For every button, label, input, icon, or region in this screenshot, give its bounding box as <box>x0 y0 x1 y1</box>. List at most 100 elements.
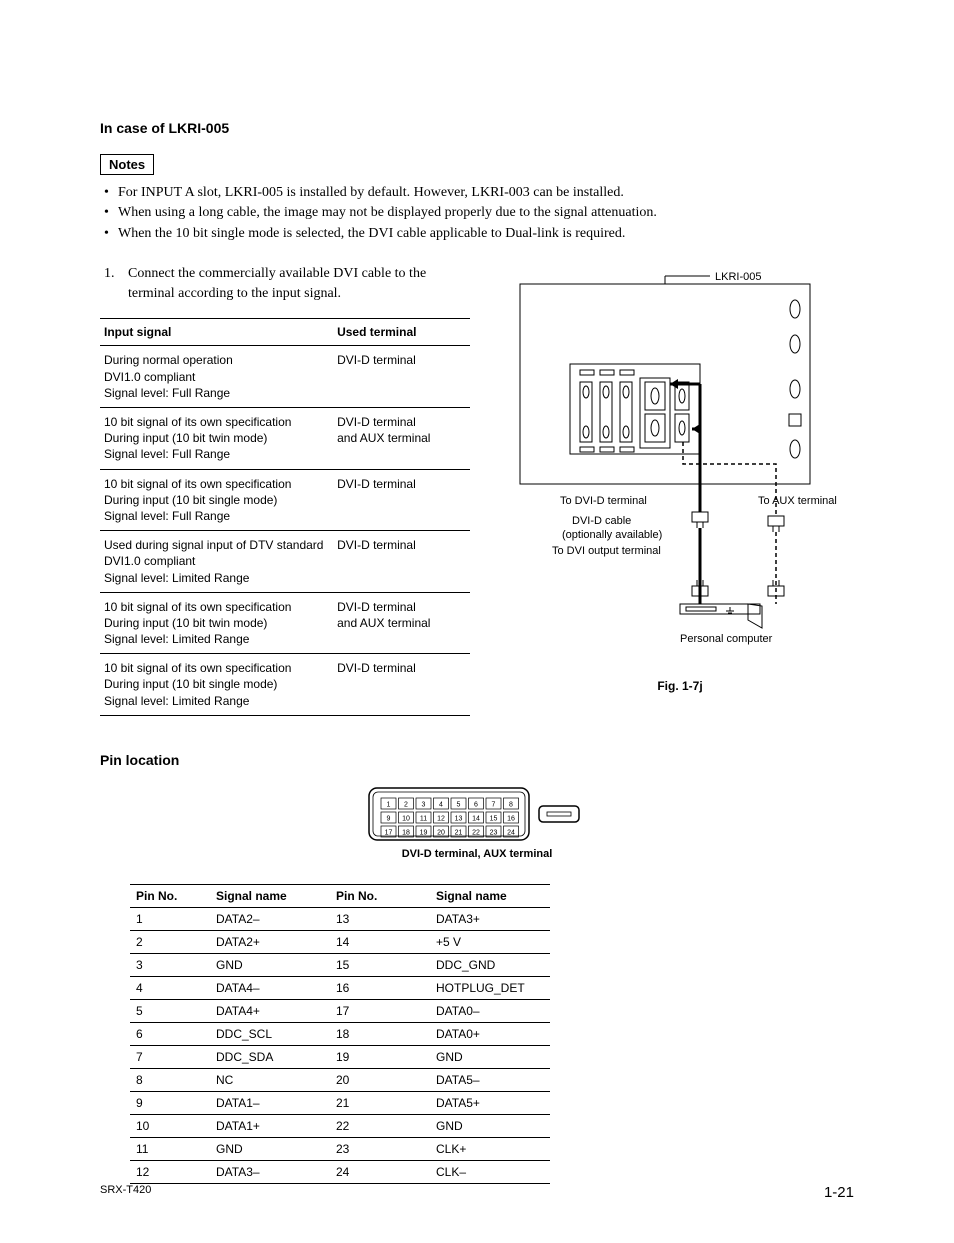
table-cell: 7 <box>130 1045 210 1068</box>
table-cell: 16 <box>330 976 430 999</box>
table-cell: DATA3+ <box>430 907 550 930</box>
table-cell: HOTPLUG_DET <box>430 976 550 999</box>
table-cell: DVI-D terminal <box>333 654 470 716</box>
diagram-to-aux-label: To AUX terminal <box>758 495 837 507</box>
notes-list: •For INPUT A slot, LKRI-005 is installed… <box>104 183 854 244</box>
step-text: Connect the commercially available DVI c… <box>128 264 470 305</box>
svg-text:8: 8 <box>509 801 513 808</box>
dvi-connector-diagram: 123456789101112131415161718192021222324 <box>100 786 854 842</box>
table-cell: DDC_GND <box>430 953 550 976</box>
table-cell: CLK+ <box>430 1137 550 1160</box>
table-cell: 10 bit signal of its own specificationDu… <box>100 408 333 470</box>
th-pin-no: Pin No. <box>130 884 210 907</box>
table-cell: DVI-D terminal <box>333 531 470 593</box>
th-pin-no: Pin No. <box>330 884 430 907</box>
table-cell: DATA3– <box>210 1160 330 1183</box>
svg-text:18: 18 <box>402 829 410 836</box>
pin-table: Pin No. Signal name Pin No. Signal name … <box>130 884 550 1184</box>
svg-text:16: 16 <box>507 815 515 822</box>
table-cell: DATA1– <box>210 1091 330 1114</box>
input-signal-table: Input signal Used terminal During normal… <box>100 318 470 715</box>
svg-text:14: 14 <box>472 815 480 822</box>
pin-location-heading: Pin location <box>100 752 854 768</box>
table-cell: 20 <box>330 1068 430 1091</box>
table-cell: DDC_SCL <box>210 1022 330 1045</box>
svg-text:2: 2 <box>404 801 408 808</box>
table-cell: 5 <box>130 999 210 1022</box>
svg-text:17: 17 <box>385 829 393 836</box>
table-cell: DVI-D terminal <box>333 469 470 531</box>
svg-text:6: 6 <box>474 801 478 808</box>
table-cell: 3 <box>130 953 210 976</box>
step-number: 1. <box>104 264 128 305</box>
table-cell: 2 <box>130 930 210 953</box>
svg-text:21: 21 <box>455 829 463 836</box>
table-cell: During normal operationDVI1.0 compliantS… <box>100 346 333 408</box>
table-cell: 13 <box>330 907 430 930</box>
table-cell: 10 <box>130 1114 210 1137</box>
svg-text:4: 4 <box>439 801 443 808</box>
table-cell: 23 <box>330 1137 430 1160</box>
table-cell: DDC_SDA <box>210 1045 330 1068</box>
table-cell: 10 bit signal of its own specificationDu… <box>100 592 333 654</box>
note-text: When the 10 bit single mode is selected,… <box>118 224 625 244</box>
svg-text:1: 1 <box>387 801 391 808</box>
table-cell: DATA4+ <box>210 999 330 1022</box>
table-cell: 8 <box>130 1068 210 1091</box>
table-cell: 19 <box>330 1045 430 1068</box>
svg-text:5: 5 <box>457 801 461 808</box>
notes-label: Notes <box>100 154 154 175</box>
table-cell: DATA5+ <box>430 1091 550 1114</box>
svg-text:9: 9 <box>387 815 391 822</box>
svg-text:22: 22 <box>472 829 480 836</box>
table-cell: 12 <box>130 1160 210 1183</box>
diagram-to-dvid-label: To DVI-D terminal <box>560 495 647 507</box>
table-cell: GND <box>430 1114 550 1137</box>
table-cell: DATA0– <box>430 999 550 1022</box>
svg-text:12: 12 <box>437 815 445 822</box>
diagram-optional-label: (optionally available) <box>562 529 662 541</box>
th-signal-name: Signal name <box>210 884 330 907</box>
connector-caption: DVI-D terminal, AUX terminal <box>100 848 854 860</box>
table-cell: GND <box>430 1045 550 1068</box>
table-cell: 14 <box>330 930 430 953</box>
table-cell: 17 <box>330 999 430 1022</box>
table-cell: Used during signal input of DTV standard… <box>100 531 333 593</box>
svg-text:15: 15 <box>490 815 498 822</box>
table-cell: DVI-D terminal <box>333 346 470 408</box>
table-cell: +5 V <box>430 930 550 953</box>
diagram-device-label: LKRI-005 <box>715 271 761 283</box>
table-cell: 1 <box>130 907 210 930</box>
diagram-pc-label: Personal computer <box>680 633 773 645</box>
table-cell: DVI-D terminaland AUX terminal <box>333 408 470 470</box>
table-cell: DATA4– <box>210 976 330 999</box>
figure-caption: Fig. 1-7j <box>500 679 860 693</box>
table-cell: 4 <box>130 976 210 999</box>
svg-text:3: 3 <box>422 801 426 808</box>
table-cell: 24 <box>330 1160 430 1183</box>
svg-text:23: 23 <box>490 829 498 836</box>
table-cell: DATA5– <box>430 1068 550 1091</box>
section-heading: In case of LKRI-005 <box>100 120 854 136</box>
table-cell: 21 <box>330 1091 430 1114</box>
step-1: 1. Connect the commercially available DV… <box>104 264 470 305</box>
table-cell: 9 <box>130 1091 210 1114</box>
footer-page: 1-21 <box>824 1184 854 1201</box>
table-cell: 15 <box>330 953 430 976</box>
table-cell: 11 <box>130 1137 210 1160</box>
connection-diagram: LKRI-005 <box>500 264 860 669</box>
svg-text:13: 13 <box>455 815 463 822</box>
page-footer: SRX-T420 1-21 <box>100 1184 854 1201</box>
table-cell: CLK– <box>430 1160 550 1183</box>
svg-text:20: 20 <box>437 829 445 836</box>
th-used-terminal: Used terminal <box>333 319 470 346</box>
th-input-signal: Input signal <box>100 319 333 346</box>
svg-text:10: 10 <box>402 815 410 822</box>
svg-text:19: 19 <box>420 829 428 836</box>
table-cell: DATA0+ <box>430 1022 550 1045</box>
table-cell: 10 bit signal of its own specificationDu… <box>100 469 333 531</box>
table-cell: GND <box>210 1137 330 1160</box>
table-cell: DVI-D terminaland AUX terminal <box>333 592 470 654</box>
table-cell: 22 <box>330 1114 430 1137</box>
table-cell: 18 <box>330 1022 430 1045</box>
